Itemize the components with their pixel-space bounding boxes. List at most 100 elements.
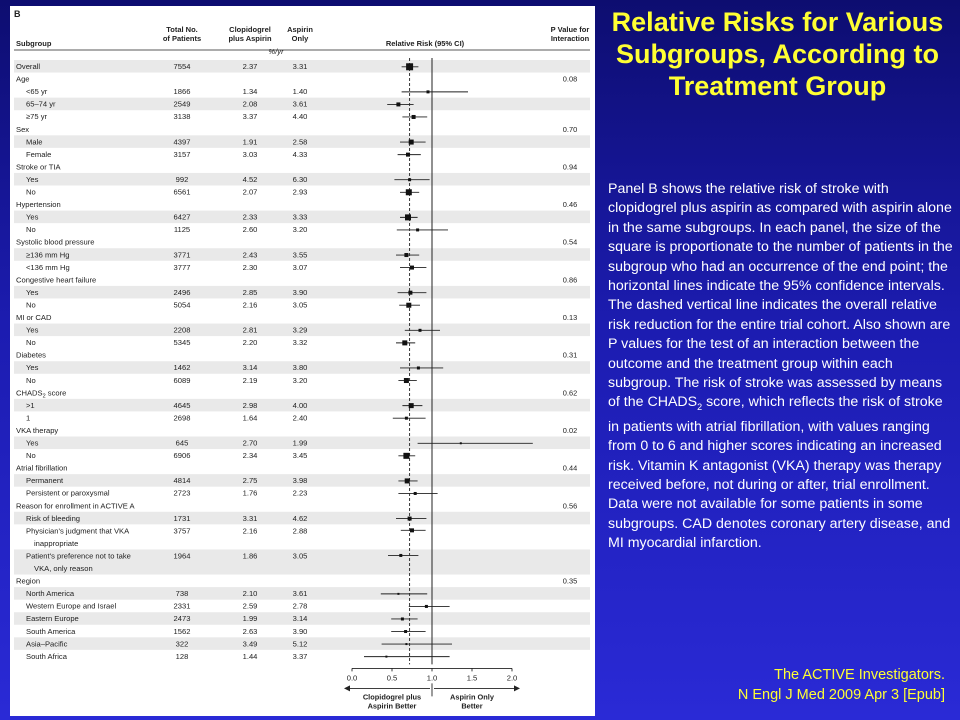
row-label: Overall	[16, 62, 40, 71]
p-value: 0.08	[563, 75, 577, 84]
total-patients: 5345	[174, 338, 191, 347]
rate-clopidogrel: 2.98	[243, 401, 258, 410]
row-label: Female	[26, 150, 51, 159]
header-asp-2: Only	[292, 34, 309, 43]
relative-risk-marker	[403, 378, 409, 384]
row-label: Physician's judgment that VKA	[26, 526, 130, 535]
row-label: Yes	[26, 288, 39, 297]
rate-aspirin: 2.78	[293, 602, 308, 611]
rate-aspirin: 3.20	[293, 376, 308, 385]
row-label: South Africa	[26, 652, 68, 661]
header-clop-1: Clopidogrel	[229, 25, 271, 34]
total-patients: 4645	[174, 401, 191, 410]
total-patients: 3777	[174, 263, 191, 272]
relative-risk-marker	[400, 617, 404, 621]
citation: The ACTIVE Investigators. N Engl J Med 2…	[600, 665, 945, 705]
p-value: 0.56	[563, 501, 577, 510]
total-patients: 6089	[174, 376, 191, 385]
subgroup-heading: Age	[16, 75, 30, 84]
rate-aspirin: 3.55	[293, 250, 308, 259]
total-patients: 6561	[174, 188, 191, 197]
rate-clopidogrel: 2.30	[243, 263, 258, 272]
rate-clopidogrel: 1.76	[243, 489, 258, 498]
x-axis-tick-label: 1.0	[427, 673, 438, 682]
row-label: Asia–Pacific	[26, 639, 68, 648]
total-patients: 2208	[174, 326, 191, 335]
rate-clopidogrel: 3.31	[243, 514, 258, 523]
p-value: 0.62	[563, 388, 577, 397]
p-value: 0.35	[563, 577, 577, 586]
rate-aspirin: 4.33	[293, 150, 308, 159]
total-patients: 4397	[174, 137, 191, 146]
relative-risk-marker	[396, 102, 401, 107]
right-direction-label-2: Better	[461, 701, 482, 710]
p-value: 0.46	[563, 200, 577, 209]
rate-aspirin: 2.40	[293, 413, 308, 422]
rate-clopidogrel: 2.07	[243, 188, 258, 197]
subgroup-heading: Diabetes	[16, 351, 46, 360]
relative-risk-marker	[405, 214, 411, 221]
rate-clopidogrel: 2.43	[243, 250, 258, 259]
row-shade	[14, 97, 590, 111]
rate-clopidogrel: 2.16	[243, 300, 258, 309]
total-patients: 7554	[174, 62, 191, 71]
p-value: 0.31	[563, 351, 577, 360]
relative-risk-marker	[404, 478, 410, 484]
p-value: 0.02	[563, 426, 577, 435]
row-label: ≥75 yr	[26, 112, 48, 121]
row-label: Risk of bleeding	[26, 514, 80, 523]
total-patients: 2698	[174, 413, 191, 422]
total-patients: 2473	[174, 614, 191, 623]
header-p-2: Interaction	[551, 34, 590, 43]
total-patients: 1462	[174, 363, 191, 372]
x-axis-tick-label: 1.5	[467, 673, 478, 682]
row-label: No	[26, 338, 36, 347]
total-patients: 3157	[174, 150, 191, 159]
relative-risk-marker	[397, 592, 400, 595]
row-label: Patient's preference not to take	[26, 551, 131, 560]
row-shade	[14, 549, 590, 575]
p-value: 0.54	[563, 238, 577, 247]
rate-clopidogrel: 2.81	[243, 326, 258, 335]
rate-aspirin: 6.30	[293, 175, 308, 184]
rate-clopidogrel: 2.10	[243, 589, 258, 598]
rate-aspirin: 3.29	[293, 326, 308, 335]
total-patients: 3138	[174, 112, 191, 121]
total-patients: 4814	[174, 476, 191, 485]
row-shade	[14, 285, 590, 299]
rate-aspirin: 3.90	[293, 288, 308, 297]
rate-clopidogrel: 2.33	[243, 213, 258, 222]
rate-aspirin: 3.37	[293, 652, 308, 661]
subgroup-heading: Region	[16, 577, 40, 586]
header-subgroup: Subgroup	[16, 39, 52, 48]
row-shade	[14, 587, 590, 600]
total-patients: 1731	[174, 514, 191, 523]
relative-risk-marker	[406, 152, 410, 157]
row-label: No	[26, 451, 36, 460]
relative-risk-marker	[406, 63, 414, 71]
total-patients: 2723	[174, 489, 191, 498]
rate-aspirin: 4.40	[293, 112, 308, 121]
row-label: Eastern Europe	[26, 614, 79, 623]
row-label: Yes	[26, 326, 39, 335]
rate-clopidogrel: 2.19	[243, 376, 258, 385]
relative-risk-marker	[408, 290, 413, 295]
p-value: 0.94	[563, 162, 577, 171]
total-patients: 3771	[174, 250, 191, 259]
x-axis-tick-label: 0.5	[387, 673, 398, 682]
row-shade	[14, 474, 590, 487]
p-value: 0.86	[563, 275, 577, 284]
relative-risk-marker	[408, 139, 414, 145]
rate-clopidogrel: 2.34	[243, 451, 258, 460]
relative-risk-marker	[385, 655, 388, 658]
rate-aspirin: 3.61	[293, 100, 308, 109]
relative-risk-marker	[416, 228, 420, 232]
total-patients: 1125	[174, 225, 190, 234]
rate-aspirin: 3.45	[293, 451, 308, 460]
subgroup-heading: Atrial fibrillation	[16, 464, 68, 473]
rate-clopidogrel: 2.75	[243, 476, 258, 485]
citation-authors: The ACTIVE Investigators.	[774, 667, 945, 683]
subgroup-heading: Stroke or TIA	[16, 162, 62, 171]
relative-risk-marker	[410, 528, 414, 533]
header-total-1: Total No.	[166, 25, 198, 34]
